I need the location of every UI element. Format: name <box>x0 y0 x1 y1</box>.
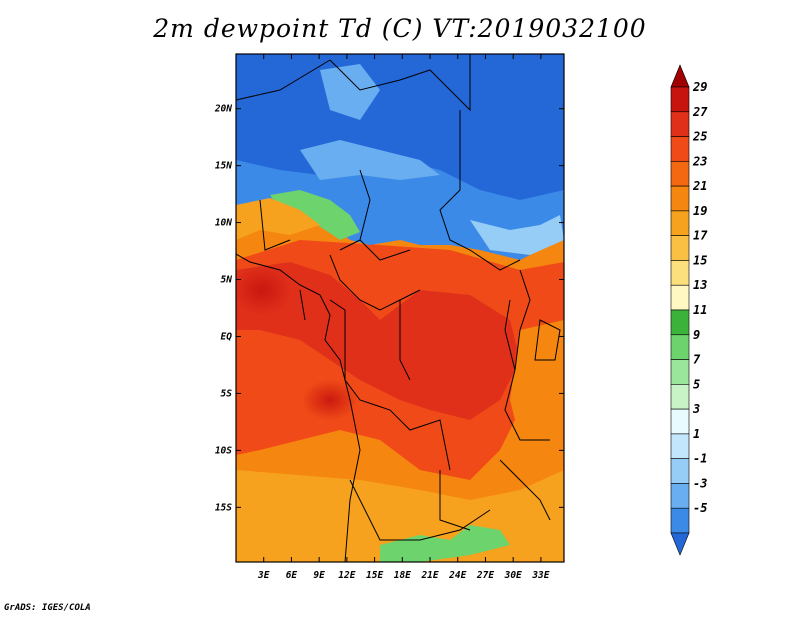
longitude-axis: 3E 6E 9E 12E 15E 18E 21E 24E 27E 30E 33E <box>257 54 550 581</box>
lat-tick-label: 15S <box>215 502 232 513</box>
colorbar-segment <box>670 433 690 459</box>
colorbar-label: 25 <box>692 130 707 144</box>
field-orange-west <box>236 198 320 240</box>
map-field <box>236 54 564 562</box>
colorbar-label: 23 <box>692 154 707 168</box>
lon-tick-label: 18E <box>394 570 411 581</box>
colorbar-segment <box>670 384 690 410</box>
lon-tick-label: 9E <box>313 570 325 581</box>
colorbar-segment <box>670 284 690 311</box>
field-core <box>236 262 520 420</box>
colorbar-segment <box>670 260 690 286</box>
lon-tick-label: 15E <box>366 570 383 581</box>
colorbar-label: -3 <box>693 476 707 490</box>
lat-tick-label: EQ <box>221 331 233 342</box>
colorbar-segment <box>670 210 690 236</box>
lat-tick-label: 10N <box>215 218 232 229</box>
colorbar-label: 19 <box>693 204 707 218</box>
colorbar-label: 17 <box>693 229 708 243</box>
colorbar-label: 29 <box>692 80 707 94</box>
colorbar-label: -1 <box>693 452 707 466</box>
lat-tick-label: 5S <box>221 388 233 399</box>
lon-tick-label: 12E <box>338 570 355 581</box>
colorbar-label: 9 <box>693 328 700 342</box>
colorbar-segment <box>670 185 690 212</box>
colorbar-label: 15 <box>693 253 707 267</box>
field-sahel-2 <box>470 215 564 255</box>
colorbar-label: -5 <box>693 501 707 515</box>
lat-tick-label: 10S <box>215 445 232 456</box>
latitude-axis: 20N 15N 10N 5N EQ 5S 10S 15S <box>214 104 564 513</box>
colorbar-label: 3 <box>692 402 700 416</box>
colorbar-segment <box>670 309 690 336</box>
colorbar-segment <box>670 161 690 187</box>
field-green-north <box>270 190 360 240</box>
colorbar-segment <box>670 359 690 385</box>
lat-tick-label: 15N <box>215 161 232 172</box>
map-frame <box>235 53 565 563</box>
field-green-south <box>380 525 510 562</box>
colorbar: 29 27 25 23 21 19 17 15 13 11 9 7 5 3 1 -1 -3 -5 <box>670 64 708 556</box>
field-north-patch <box>320 64 380 120</box>
lon-tick-label: 27E <box>476 570 494 581</box>
colorbar-label: 5 <box>693 377 700 391</box>
lon-tick-label: 3E <box>257 570 270 581</box>
colorbar-segment <box>670 235 690 261</box>
lon-tick-label: 6E <box>286 570 298 581</box>
colorbar-segment <box>670 507 690 534</box>
colorbar-top-arrow <box>670 64 690 88</box>
country-borders <box>236 54 561 562</box>
colorbar-segment <box>670 86 690 113</box>
colorbar-bottom-arrow <box>670 532 690 556</box>
field-sahel-1 <box>300 140 440 180</box>
colorbar-label: 21 <box>692 179 707 193</box>
lon-tick-label: 24E <box>448 570 466 581</box>
colorbar-segment <box>670 483 690 509</box>
lat-tick-label: 5N <box>221 275 233 286</box>
colorbar-segment <box>670 458 690 484</box>
colorbar-label: 11 <box>693 303 707 317</box>
colorbar-segment <box>670 136 690 162</box>
lat-tick-label: 20N <box>214 104 232 115</box>
colorbar-segment <box>670 334 690 360</box>
colorbar-label: 27 <box>692 105 708 119</box>
colorbar-segment <box>670 111 690 137</box>
lon-tick-label: 33E <box>531 570 549 581</box>
lon-tick-label: 21E <box>420 570 438 581</box>
grads-credit: GrADS: IGES/COLA <box>4 603 91 613</box>
colorbar-segment <box>670 408 690 435</box>
colorbar-label: 1 <box>693 427 700 441</box>
map-title: 2m dewpoint Td (C) VT:2019032100 <box>153 14 647 43</box>
lon-tick-label: 30E <box>504 570 522 581</box>
colorbar-label: 13 <box>693 278 707 292</box>
colorbar-label: 7 <box>693 353 701 367</box>
